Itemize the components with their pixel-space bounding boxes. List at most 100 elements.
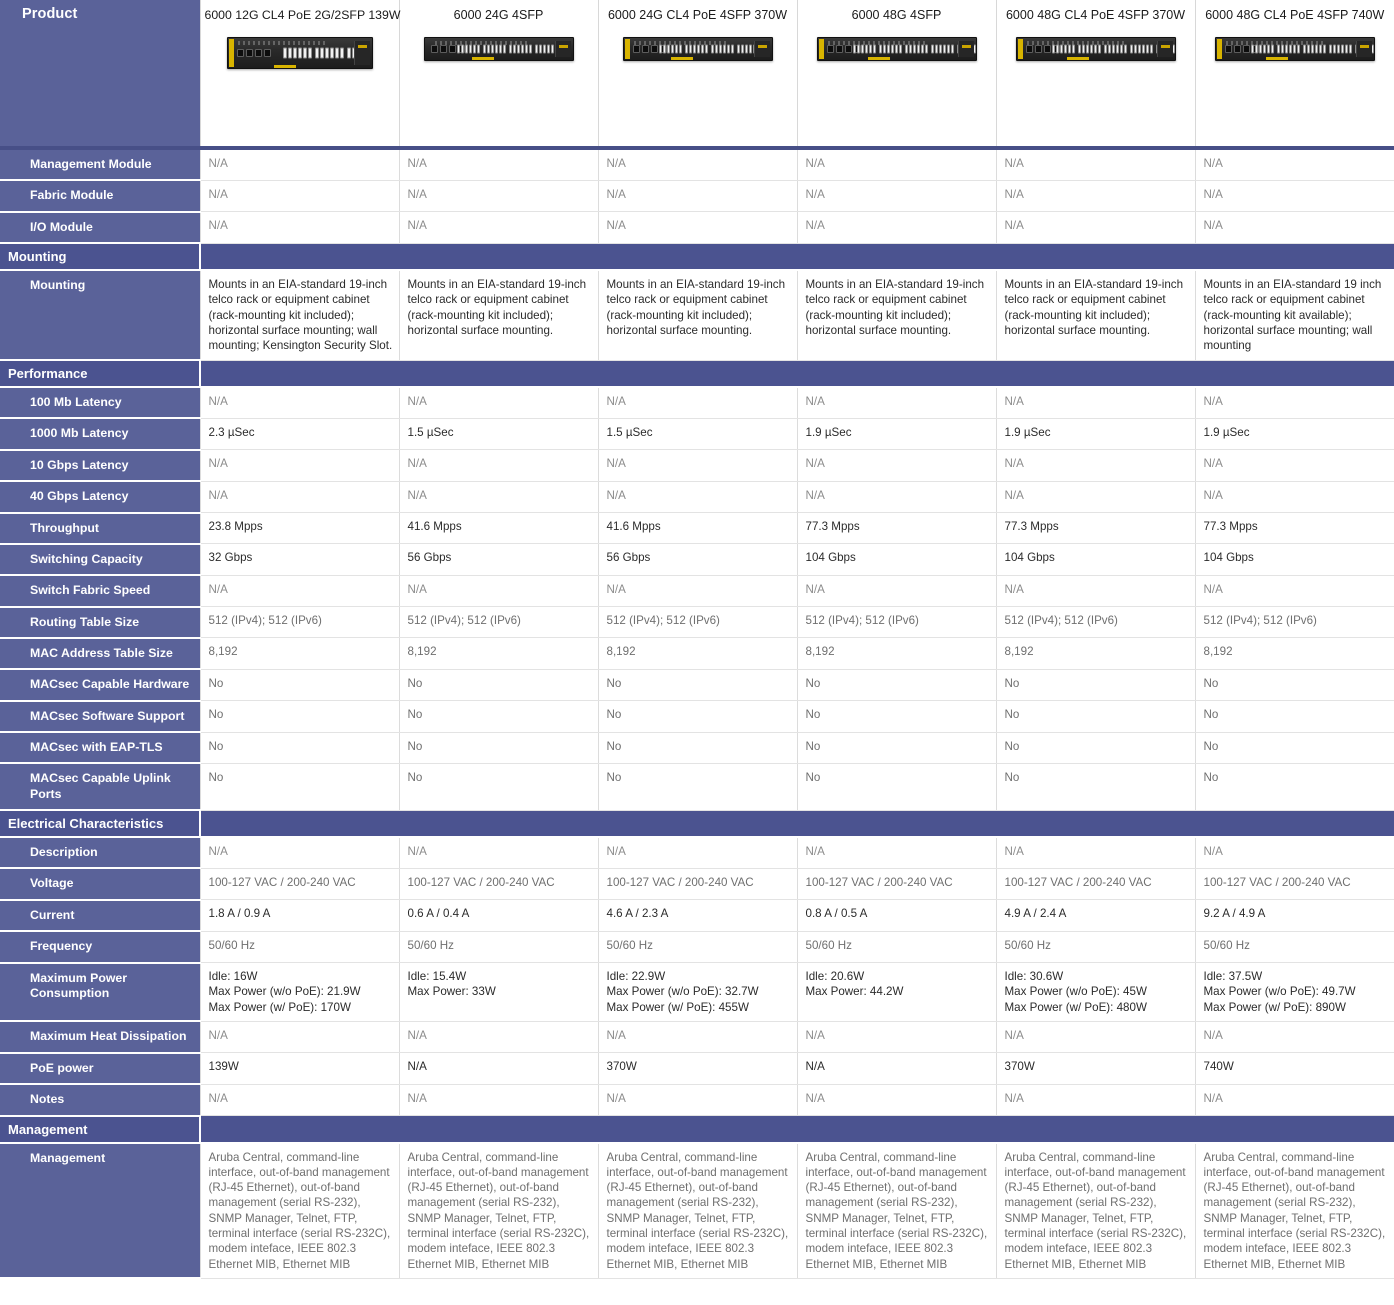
table-row: Management Module N/A N/A N/A N/A N/A N/A [0,148,1394,182]
row-value-cell: No [995,763,1195,811]
section-header-label: Management [0,1115,201,1144]
row-label: Throughput [0,512,200,545]
row-value-cell: Aruba Central, command-line interface, o… [199,1142,399,1279]
row-value-cell: 1.5 µSec [597,418,797,451]
section-header-row: Electrical Characteristics [0,810,1394,839]
table-row: Voltage 100-127 VAC / 200-240 VAC 100-127 … [0,868,1394,901]
row-value-cell: 100-127 VAC / 200-240 VAC [398,868,598,901]
table-row: MACsec Software Support No No No No No No [0,700,1394,734]
row-value-cell: N/A [995,1084,1195,1117]
row-value-cell: 8,192 [796,637,996,670]
product-name: 6000 48G 4SFP [851,8,942,22]
table-row: Routing Table Size 512 (IPv4); 512 (IPv6)… [0,606,1394,639]
row-value-cell: N/A [398,148,598,181]
row-value-cell: N/A [995,148,1195,181]
row-value-cell: N/A [796,148,996,181]
row-value-cell: N/A [597,148,797,181]
row-value-cell: N/A [398,180,598,213]
row-value-cell: No [597,763,797,811]
row-value-cell: 50/60 Hz [398,931,598,964]
row-label: Description [0,837,200,870]
row-value-cell: N/A [995,575,1195,608]
row-value-cell: N/A [1194,575,1394,608]
row-value-cell: N/A [796,387,996,419]
section-header-label: Mounting [0,243,201,272]
row-label: Management [0,1142,200,1280]
table-row: Frequency 50/60 Hz 50/60 Hz 50/60 Hz 50/60 H… [0,931,1394,964]
row-value-cell: N/A [597,575,797,608]
row-value-cell: 50/60 Hz [199,931,399,964]
row-value-cell: Mounts in an EIA-standard 19-inch telco … [597,270,797,361]
row-value-cell: No [1194,763,1394,811]
row-value-cell: 8,192 [398,637,598,670]
row-value-cell: No [796,732,996,764]
row-value-cell: 512 (IPv4); 512 (IPv6) [597,606,797,639]
row-value-cell: Mounts in an EIA-standard 19 inch telco … [1194,270,1394,361]
row-value-cell: 1.9 µSec [1194,418,1394,451]
row-value-cell: 32 Gbps [199,543,399,576]
table-row: 1000 Mb Latency 2.3 µSec 1.5 µSec 1.5 µSec 1… [0,418,1394,451]
row-label: MACsec Software Support [0,700,200,734]
row-value-cell: N/A [796,575,996,608]
row-value-cell: Aruba Central, command-line interface, o… [796,1142,996,1279]
row-value-cell: N/A [796,180,996,213]
row-value-cell: N/A [398,1052,598,1085]
row-value-cell: Aruba Central, command-line interface, o… [597,1142,797,1279]
row-value-cell: 139W [199,1052,399,1085]
row-value-cell: No [199,763,399,811]
row-value-cell: N/A [597,180,797,213]
table-row: MACsec Capable Uplink Ports No No No No No No [0,763,1394,812]
row-value-cell: N/A [796,837,996,869]
row-value-cell: Idle: 20.6W Max Power: 44.2W [796,962,996,1022]
product-name: 6000 48G CL4 PoE 4SFP 370W [1005,8,1186,22]
row-value-cell: N/A [995,449,1195,482]
row-value-cell: N/A [995,1021,1195,1054]
row-value-cell: N/A [199,575,399,608]
row-value-cell: Mounts in an EIA-standard 19-inch telco … [796,270,996,361]
product-header-cell-4: 6000 48G 4SFP [796,0,996,150]
row-value-cell: N/A [199,481,399,514]
row-value-cell: 56 Gbps [398,543,598,576]
row-value-cell: 2.3 µSec [199,418,399,451]
row-value-cell: 104 Gbps [1194,543,1394,576]
row-value-cell: N/A [398,387,598,419]
row-value-cell: N/A [995,211,1195,244]
row-value-cell: 104 Gbps [796,543,996,576]
row-value-cell: 8,192 [1194,637,1394,670]
row-value-cell: N/A [1194,837,1394,869]
row-value-cell: N/A [796,1052,996,1085]
section-header-row: Performance [0,360,1394,389]
row-value-cell: 77.3 Mpps [796,512,996,545]
switch-48g-poe-370-image [1015,37,1176,61]
row-value-cell: N/A [796,1084,996,1117]
row-value-cell: N/A [1194,148,1394,181]
product-name: 6000 24G 4SFP [453,8,544,22]
row-label: MAC Address Table Size [0,637,200,671]
row-value-cell: N/A [1194,1084,1394,1117]
row-value-cell: Idle: 16W Max Power (w/o PoE): 21.9W Max P… [199,962,399,1022]
row-label: MACsec with EAP-TLS [0,732,200,765]
table-row: I/O Module N/A N/A N/A N/A N/A N/A [0,211,1394,245]
row-label: Management Module [0,148,200,182]
product-header-cell-2: 6000 24G 4SFP [398,0,598,150]
row-value-cell: N/A [995,481,1195,514]
row-value-cell: No [398,763,598,811]
row-value-cell: 512 (IPv4); 512 (IPv6) [1194,606,1394,639]
row-value-cell: No [199,669,399,702]
row-label: Routing Table Size [0,606,200,639]
row-value-cell: Idle: 15.4W Max Power: 33W [398,962,598,1022]
product-header-cell-1: 6000 12G CL4 PoE 2G/2SFP 139W [199,0,400,150]
row-label: MACsec Capable Hardware [0,669,200,702]
row-value-cell: 8,192 [597,637,797,670]
row-value-cell: N/A [796,211,996,244]
row-value-cell: N/A [199,387,399,419]
row-value-cell: No [398,669,598,702]
row-label: Notes [0,1084,200,1117]
row-label: Switching Capacity [0,543,200,577]
row-value-cell: N/A [796,481,996,514]
row-value-cell: No [597,669,797,702]
product-name: 6000 24G CL4 PoE 4SFP 370W [607,8,788,22]
table-row: MACsec with EAP-TLS No No No No No No [0,732,1394,765]
